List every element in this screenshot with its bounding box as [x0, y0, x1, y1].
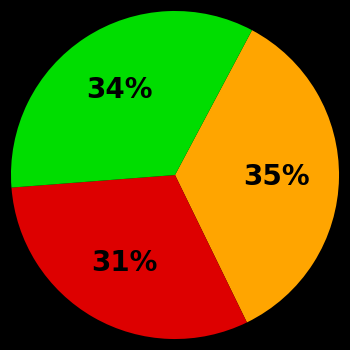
Wedge shape [175, 30, 339, 322]
Wedge shape [11, 11, 252, 188]
Text: 34%: 34% [86, 76, 153, 104]
Text: 31%: 31% [91, 249, 158, 277]
Wedge shape [12, 175, 247, 339]
Text: 35%: 35% [243, 163, 310, 191]
